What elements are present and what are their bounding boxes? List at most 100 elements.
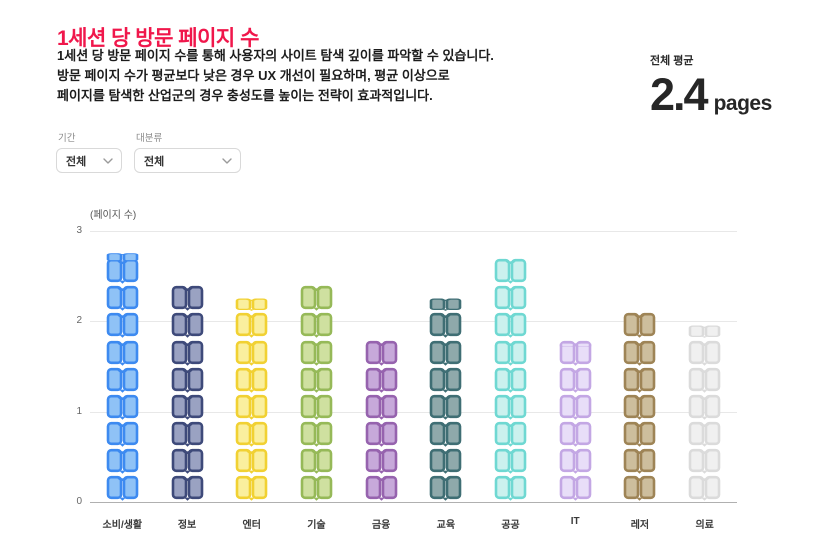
chart-column-IT — [559, 313, 592, 502]
chart-column-금융 — [365, 313, 398, 502]
open-book-icon — [235, 475, 268, 501]
open-book-icon — [494, 340, 527, 366]
open-book-icon — [106, 258, 139, 285]
description-line: 페이지를 탐색한 산업군의 경우 충성도를 높이는 전략이 효과적입니다. — [57, 88, 433, 103]
open-book-icon — [106, 448, 139, 474]
chart-column-기술 — [300, 259, 333, 502]
open-book-icon — [365, 448, 398, 474]
open-book-icon — [235, 367, 268, 393]
open-book-icon — [106, 285, 139, 312]
open-book-icon — [559, 421, 592, 447]
x-axis-label-소비/생활: 소비/생활 — [102, 520, 143, 531]
open-book-icon — [235, 340, 268, 366]
x-axis-label-엔터: 엔터 — [242, 520, 261, 531]
pages-per-session-chart: 0 1 2 3 소비/생활 정보 엔터 기술 금융 교육 공공 IT 레저 의료 — [76, 225, 737, 531]
y-tick-label: 2 — [76, 315, 82, 327]
chart-column-레저 — [623, 286, 656, 502]
open-book-icon — [429, 475, 462, 501]
partial-open-book-icon — [106, 248, 139, 262]
partial-open-book-icon — [688, 325, 721, 339]
open-book-icon — [559, 475, 592, 501]
open-book-icon — [106, 312, 139, 339]
gridline-y1 — [90, 411, 737, 413]
x-axis-label-IT: IT — [570, 516, 580, 527]
open-book-icon — [171, 394, 204, 420]
open-book-icon — [106, 367, 139, 393]
open-book-icon — [106, 340, 139, 366]
open-book-icon — [494, 285, 527, 312]
open-book-icon — [106, 475, 139, 501]
open-book-icon — [235, 421, 268, 447]
y-tick-label: 1 — [76, 405, 82, 417]
open-book-icon — [494, 448, 527, 474]
open-book-icon — [300, 367, 333, 393]
open-book-icon — [235, 312, 268, 339]
open-book-icon — [106, 394, 139, 420]
description-line: 방문 페이지 수가 평균보다 낮은 경우 UX 개선이 필요하며, 평균 이상으… — [57, 68, 450, 83]
open-book-icon — [300, 394, 333, 420]
filter-period-select[interactable]: 전체 — [56, 148, 122, 173]
open-book-icon — [171, 340, 204, 366]
open-book-icon — [235, 394, 268, 420]
x-axis-label-금융: 금융 — [371, 520, 391, 531]
open-book-icon — [300, 448, 333, 474]
open-book-icon — [494, 258, 527, 285]
description-line: 1세션 당 방문 페이지 수를 통해 사용자의 사이트 탐색 깊이를 파악할 수… — [57, 48, 494, 63]
open-book-icon — [623, 421, 656, 447]
open-book-icon — [623, 367, 656, 393]
open-book-icon — [623, 312, 656, 339]
open-book-icon — [171, 448, 204, 474]
y-tick-label: 0 — [76, 496, 82, 507]
gridline-y2 — [90, 321, 737, 323]
overall-average-label: 전체 평균 — [650, 55, 694, 67]
open-book-icon — [365, 340, 398, 366]
chart-column-정보 — [171, 259, 204, 502]
x-axis-label-의료: 의료 — [695, 520, 714, 531]
open-book-icon — [365, 394, 398, 420]
chart-column-교육 — [429, 286, 462, 502]
open-book-icon — [365, 421, 398, 447]
y-axis-unit-label: (페이지 수) — [90, 210, 137, 221]
open-book-icon — [171, 421, 204, 447]
open-book-icon — [623, 448, 656, 474]
overall-average-value: 2.4 — [650, 69, 709, 120]
partial-open-book-icon — [559, 334, 592, 348]
open-book-icon — [171, 475, 204, 501]
x-axis-label-레저: 레저 — [630, 520, 650, 531]
open-book-icon — [494, 394, 527, 420]
filter-period: 기간 전체 — [56, 130, 122, 173]
partial-open-book-icon — [429, 298, 462, 312]
chart-column-소비/생활 — [106, 232, 139, 502]
y-tick-label: 3 — [76, 225, 82, 236]
open-book-icon — [559, 367, 592, 393]
open-book-icon — [365, 367, 398, 393]
filter-category-value: 전체 — [144, 155, 165, 168]
chevron-down-icon — [103, 157, 113, 164]
open-book-icon — [688, 394, 721, 420]
open-book-icon — [429, 448, 462, 474]
open-book-icon — [688, 367, 721, 393]
open-book-icon — [494, 367, 527, 393]
gridline-y0 — [90, 502, 737, 503]
open-book-icon — [235, 448, 268, 474]
open-book-icon — [300, 421, 333, 447]
overall-average-block: 전체 평균 2.4 pages — [650, 52, 772, 117]
x-axis-label-공공: 공공 — [501, 520, 520, 531]
open-book-icon — [494, 421, 527, 447]
open-book-icon — [559, 448, 592, 474]
gridline-y3 — [90, 231, 737, 232]
open-book-icon — [559, 340, 592, 366]
open-book-icon — [688, 340, 721, 366]
chevron-down-icon — [222, 157, 232, 164]
open-book-icon — [300, 285, 333, 312]
open-book-icon — [365, 475, 398, 501]
page-description: 1세션 당 방문 페이지 수를 통해 사용자의 사이트 탐색 깊이를 파악할 수… — [57, 46, 494, 106]
open-book-icon — [171, 285, 204, 312]
open-book-icon — [171, 367, 204, 393]
open-book-icon — [559, 394, 592, 420]
filter-category-select[interactable]: 전체 — [134, 148, 241, 173]
filter-bar: 기간 전체 대분류 전체 — [56, 130, 241, 173]
page-title: 1세션 당 방문 페이지 수 — [57, 27, 259, 51]
chart-column-엔터 — [235, 286, 268, 502]
filter-period-label: 기간 — [58, 133, 76, 144]
